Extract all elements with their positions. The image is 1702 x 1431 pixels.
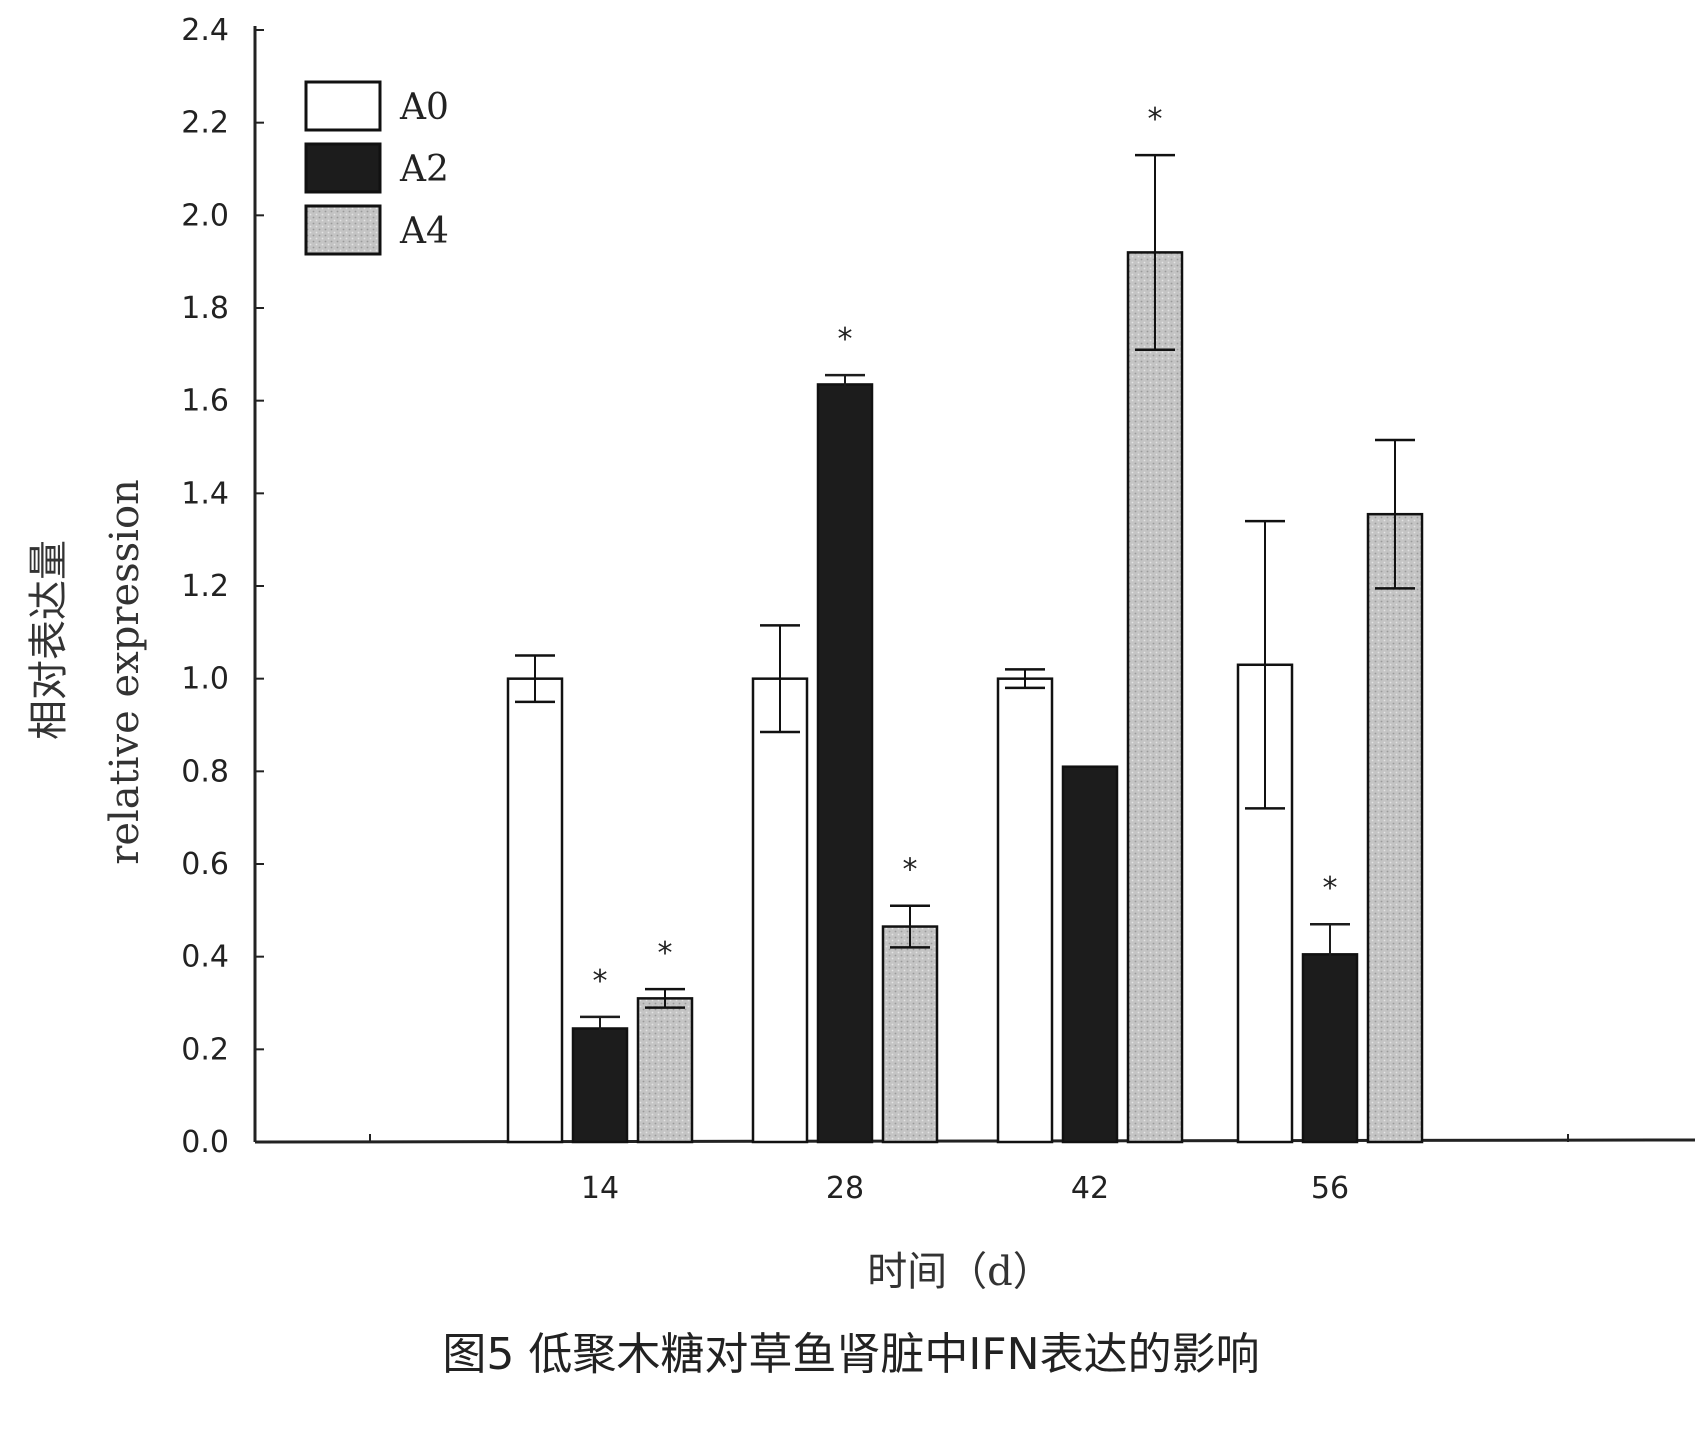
y-tick-label: 0.6	[181, 847, 229, 882]
legend-label-A4: A4	[399, 211, 449, 252]
y-tick-label: 0.0	[181, 1125, 229, 1160]
x-axis-title: 时间（d）	[867, 1249, 1053, 1295]
y-tick-label: 2.2	[181, 106, 229, 141]
x-tick-label: 28	[826, 1171, 864, 1206]
axes: 0.0 0.2 0.4 0.6 0.8 1.0 1.2 1.4 1.6 1.8 2.0 2.2 2.4 1…	[181, 13, 1696, 1206]
y-tick-label: 2.4	[181, 13, 229, 48]
bar-chart: 0.0 0.2 0.4 0.6 0.8 1.0 1.2 1.4 1.6 1.8 2.0 2.2 2.4 1…	[26, 13, 1696, 1295]
bar-A2-42	[1061, 765, 1119, 1144]
figure-caption: 图5 低聚木糖对草鱼肾脏中IFN表达的影响	[442, 1329, 1260, 1380]
significance-marker: *	[838, 322, 853, 357]
y-tick-label: 2.0	[181, 198, 229, 233]
bar-A4-28	[881, 925, 939, 1144]
legend-label-A2: A2	[399, 149, 449, 190]
bar-A2-28	[816, 383, 874, 1144]
y-axis-title-cn: 相对表达量	[26, 540, 72, 740]
y-tick-label: 0.8	[181, 754, 229, 789]
legend-swatch-A2	[304, 142, 382, 194]
x-tick-label: 56	[1311, 1171, 1349, 1206]
y-tick-label: 0.4	[181, 940, 229, 975]
bar-A0-42	[996, 677, 1054, 1144]
x-axis-line	[254, 1138, 1696, 1144]
legend-swatch-A4	[304, 204, 382, 256]
y-tick-label: 1.6	[181, 384, 229, 419]
bar-A4-56	[1366, 512, 1424, 1144]
bars: * * * * * *	[506, 102, 1424, 1144]
bar-A0-14	[506, 677, 564, 1144]
y-tick-label: 0.2	[181, 1032, 229, 1067]
bar-A2-14	[571, 1027, 629, 1144]
y-axis-title-en: relative expression	[102, 479, 148, 865]
significance-marker: *	[903, 853, 918, 888]
legend: A0 A2 A4	[304, 80, 449, 256]
bar-A4-42	[1126, 251, 1184, 1144]
bar-A0-28	[751, 677, 809, 1144]
y-tick-label: 1.0	[181, 662, 229, 697]
x-tick-label: 14	[581, 1171, 619, 1206]
significance-marker: *	[1323, 871, 1338, 906]
bar-A4-14	[636, 997, 694, 1144]
legend-swatch-A0	[304, 80, 382, 132]
y-tick-label: 1.8	[181, 291, 229, 326]
y-tick-label: 1.4	[181, 476, 229, 511]
y-tick-label: 1.2	[181, 569, 229, 604]
x-tick-label: 42	[1071, 1171, 1109, 1206]
legend-label-A0: A0	[399, 87, 449, 128]
significance-marker: *	[1148, 102, 1163, 137]
significance-marker: *	[593, 964, 608, 999]
significance-marker: *	[658, 936, 673, 971]
